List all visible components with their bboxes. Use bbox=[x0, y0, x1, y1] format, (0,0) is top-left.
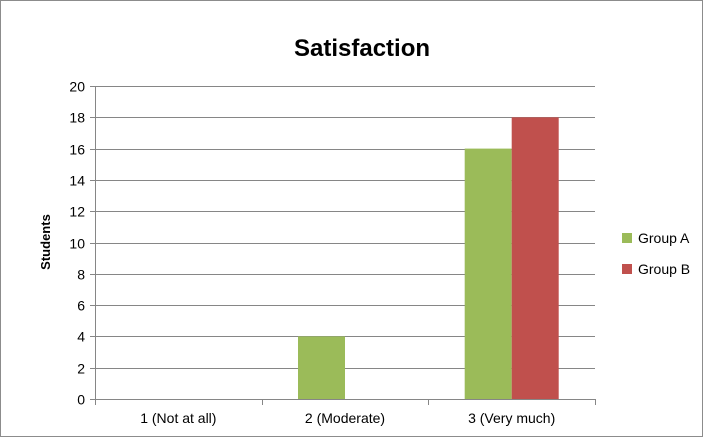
chart-title: Satisfaction bbox=[294, 35, 430, 62]
gridlines bbox=[95, 86, 595, 369]
y-tick-label: 8 bbox=[77, 267, 85, 283]
legend: Group A Group B bbox=[622, 230, 690, 277]
y-axis-ticks: 0 2 4 6 8 10 12 14 16 18 20 bbox=[69, 79, 95, 408]
y-tick-label: 0 bbox=[77, 392, 85, 408]
x-axis-labels: 1 (Not at all) 2 (Moderate) 3 (Very much) bbox=[140, 410, 555, 426]
axes bbox=[95, 86, 596, 405]
y-axis-title: Students bbox=[38, 214, 53, 270]
bar-group-a-2 bbox=[298, 336, 345, 399]
x-tick-label: 1 (Not at all) bbox=[140, 410, 216, 426]
y-tick-label: 4 bbox=[77, 329, 85, 345]
y-tick-label: 2 bbox=[77, 361, 85, 377]
bars bbox=[298, 117, 559, 400]
y-tick-label: 14 bbox=[69, 173, 85, 189]
legend-swatch bbox=[622, 233, 632, 243]
y-tick-label: 16 bbox=[69, 142, 85, 158]
x-tick-label: 3 (Very much) bbox=[468, 410, 555, 426]
y-tick-label: 6 bbox=[77, 298, 85, 314]
legend-swatch bbox=[622, 264, 632, 274]
legend-label: Group A bbox=[638, 230, 690, 246]
legend-label: Group B bbox=[638, 261, 690, 277]
y-tick-label: 12 bbox=[69, 204, 85, 220]
bar-group-b-3 bbox=[511, 117, 559, 400]
y-tick-label: 18 bbox=[69, 110, 85, 126]
x-tick-label: 2 (Moderate) bbox=[305, 410, 385, 426]
y-tick-label: 10 bbox=[69, 236, 85, 252]
bar-group-a-3 bbox=[464, 148, 512, 399]
y-tick-label: 20 bbox=[69, 79, 85, 95]
